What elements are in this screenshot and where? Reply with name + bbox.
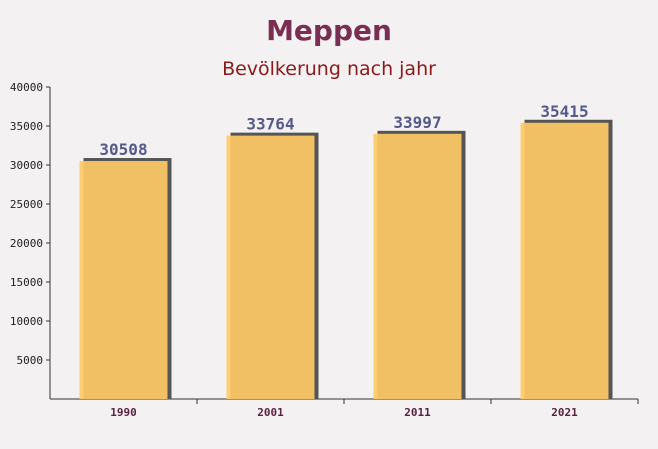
value-label: 33764 xyxy=(246,115,294,134)
y-tick-label: 5000 xyxy=(17,354,44,367)
x-tick-label: 2011 xyxy=(404,406,431,419)
y-tick-label: 15000 xyxy=(10,276,43,289)
chart-subtitle: Bevölkerung nach jahr xyxy=(222,58,436,80)
chart-title: Meppen xyxy=(266,14,392,47)
x-tick-label: 1990 xyxy=(110,406,137,419)
value-label: 35415 xyxy=(540,102,588,121)
y-tick-label: 35000 xyxy=(10,120,43,133)
value-label: 33997 xyxy=(393,113,441,132)
x-tick-label: 2001 xyxy=(257,406,284,419)
bar xyxy=(520,122,609,399)
y-tick-label: 25000 xyxy=(10,198,43,211)
bar xyxy=(373,133,462,399)
bar xyxy=(79,161,168,399)
y-tick-label: 40000 xyxy=(10,81,43,94)
x-tick-label: 2021 xyxy=(551,406,578,419)
y-tick-label: 20000 xyxy=(10,237,43,250)
bar xyxy=(226,135,315,399)
value-label: 30508 xyxy=(99,140,147,159)
y-tick-label: 10000 xyxy=(10,315,43,328)
y-tick-label: 30000 xyxy=(10,159,43,172)
